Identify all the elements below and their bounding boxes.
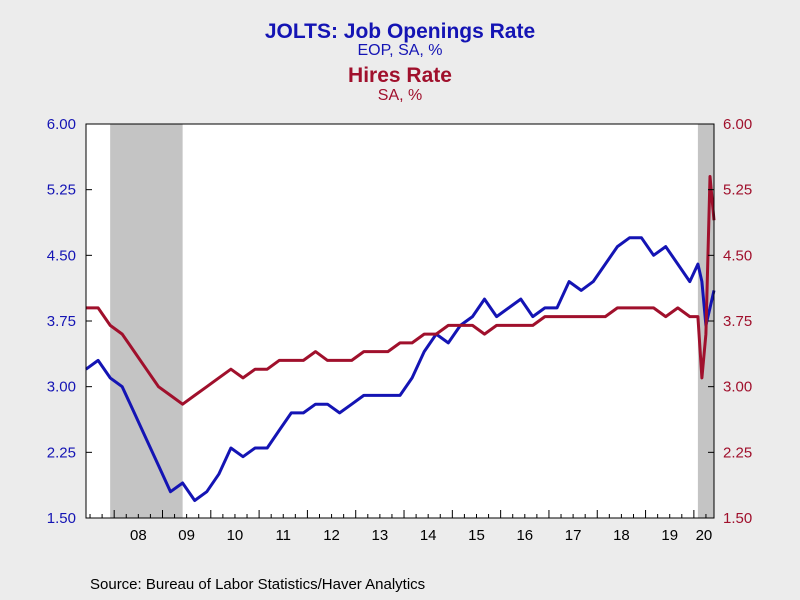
job-openings-line [85,236,716,502]
x-tick-label: 12 [323,527,340,544]
x-tick-label: 11 [275,527,291,544]
source-note: Source: Bureau of Labor Statistics/Haver… [90,576,426,593]
y-tick-label: 1.50 [47,510,76,527]
y2-tick-label: 2.25 [723,444,752,461]
hires-rate-line [86,175,716,406]
x-tick-label: 18 [613,527,630,544]
y2-tick-label: 4.50 [723,247,752,264]
x-tick-label: 10 [227,527,244,544]
y2-tick-label: 3.00 [723,379,752,396]
chart-subtitle: EOP, SA, % [357,42,443,59]
y-tick-label: 4.50 [47,247,76,264]
plot-area [86,124,714,518]
y-tick-label: 6.00 [47,116,76,133]
y-tick-label: 3.00 [47,379,76,396]
y2-tick-label: 1.50 [723,510,752,527]
x-tick-label: 15 [468,527,485,544]
x-tick-label: 20 [696,527,713,544]
y2-tick-label: 5.25 [723,182,752,199]
chart-subtitle-2: SA, % [377,87,423,104]
y-tick-label: 3.75 [47,313,76,330]
x-tick-label: 13 [372,527,389,544]
x-tick-label: 08 [130,527,147,544]
y-tick-label: 5.25 [47,182,76,199]
y2-tick-label: 6.00 [723,116,752,133]
x-tick-label: 17 [565,527,582,544]
y-tick-label: 2.25 [47,444,76,461]
x-tick-label: 09 [178,527,195,544]
x-tick-label: 14 [420,527,437,544]
y2-tick-label: 3.75 [723,313,752,330]
x-tick-label: 16 [516,527,533,544]
x-tick-label: 19 [661,527,678,544]
chart-title: JOLTS: Job Openings Rate [264,20,536,43]
chart-title-2: Hires Rate [348,64,452,87]
recession-band [110,124,183,518]
